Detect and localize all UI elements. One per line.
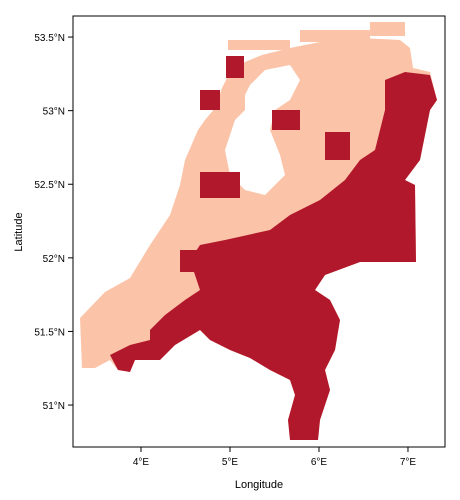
- land-high: [180, 250, 210, 272]
- x-tick-label: 5°E: [222, 457, 239, 468]
- x-axis-title: Longitude: [235, 479, 283, 491]
- plot-frame: [72, 15, 446, 448]
- y-tick-label: 53°N: [43, 107, 65, 118]
- land-high: [325, 132, 350, 160]
- island: [300, 30, 370, 42]
- land-high: [226, 56, 244, 78]
- x-tick-label: 6°E: [311, 457, 328, 468]
- y-tick-label: 52.5°N: [34, 180, 65, 191]
- land-high: [200, 90, 220, 110]
- x-tick-label: 4°E: [133, 457, 150, 468]
- y-tick-label: 52°N: [43, 254, 65, 265]
- y-tick-label: 51°N: [43, 401, 65, 412]
- y-tick-label: 51.5°N: [34, 327, 65, 338]
- land-high: [110, 72, 437, 440]
- island: [228, 40, 290, 50]
- x-tick-label: 7°E: [400, 457, 417, 468]
- land-high: [272, 110, 300, 130]
- lake: [225, 65, 300, 195]
- y-tick-label: 53.5°N: [34, 33, 65, 44]
- island: [370, 22, 405, 36]
- land-high: [200, 172, 240, 198]
- raster: [80, 22, 437, 440]
- y-axis-title: Latitude: [13, 212, 25, 251]
